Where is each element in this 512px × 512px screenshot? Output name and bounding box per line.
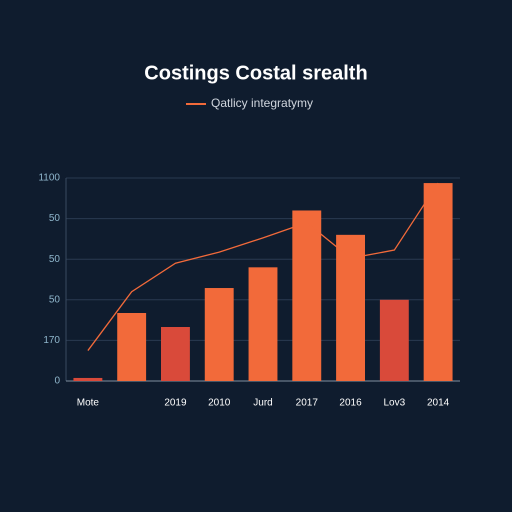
y-tick-label: 170 bbox=[43, 335, 60, 346]
y-tick-label: 50 bbox=[49, 294, 61, 305]
bar bbox=[336, 234, 366, 381]
line bbox=[87, 182, 439, 351]
bar bbox=[423, 183, 453, 381]
x-tick-label: 2016 bbox=[339, 398, 362, 409]
bar bbox=[204, 288, 234, 381]
legend-label: Qatlicy integratymy bbox=[211, 96, 313, 110]
x-tick-label: 2014 bbox=[427, 398, 450, 409]
bar bbox=[292, 210, 322, 381]
bar bbox=[379, 299, 409, 381]
bar bbox=[248, 267, 278, 381]
y-tick-label: 1100 bbox=[38, 173, 60, 184]
y-tick-label: 0 bbox=[54, 376, 60, 387]
x-tick-label: Jurd bbox=[253, 398, 272, 409]
legend: Qatlicy integratymy bbox=[186, 96, 313, 110]
x-tick-label: Mote bbox=[77, 398, 100, 409]
y-tick-label: 50 bbox=[49, 213, 61, 224]
x-tick-label: 2017 bbox=[296, 398, 319, 409]
x-tick-label: Lov3 bbox=[383, 398, 405, 409]
bar bbox=[117, 312, 147, 381]
x-tick-label: 2010 bbox=[208, 398, 231, 409]
x-tick-label: 2019 bbox=[164, 398, 187, 409]
bar bbox=[73, 377, 103, 381]
chart-title: Costings Costal srealth bbox=[144, 62, 367, 84]
bar bbox=[160, 327, 190, 381]
y-tick-label: 50 bbox=[49, 254, 61, 265]
